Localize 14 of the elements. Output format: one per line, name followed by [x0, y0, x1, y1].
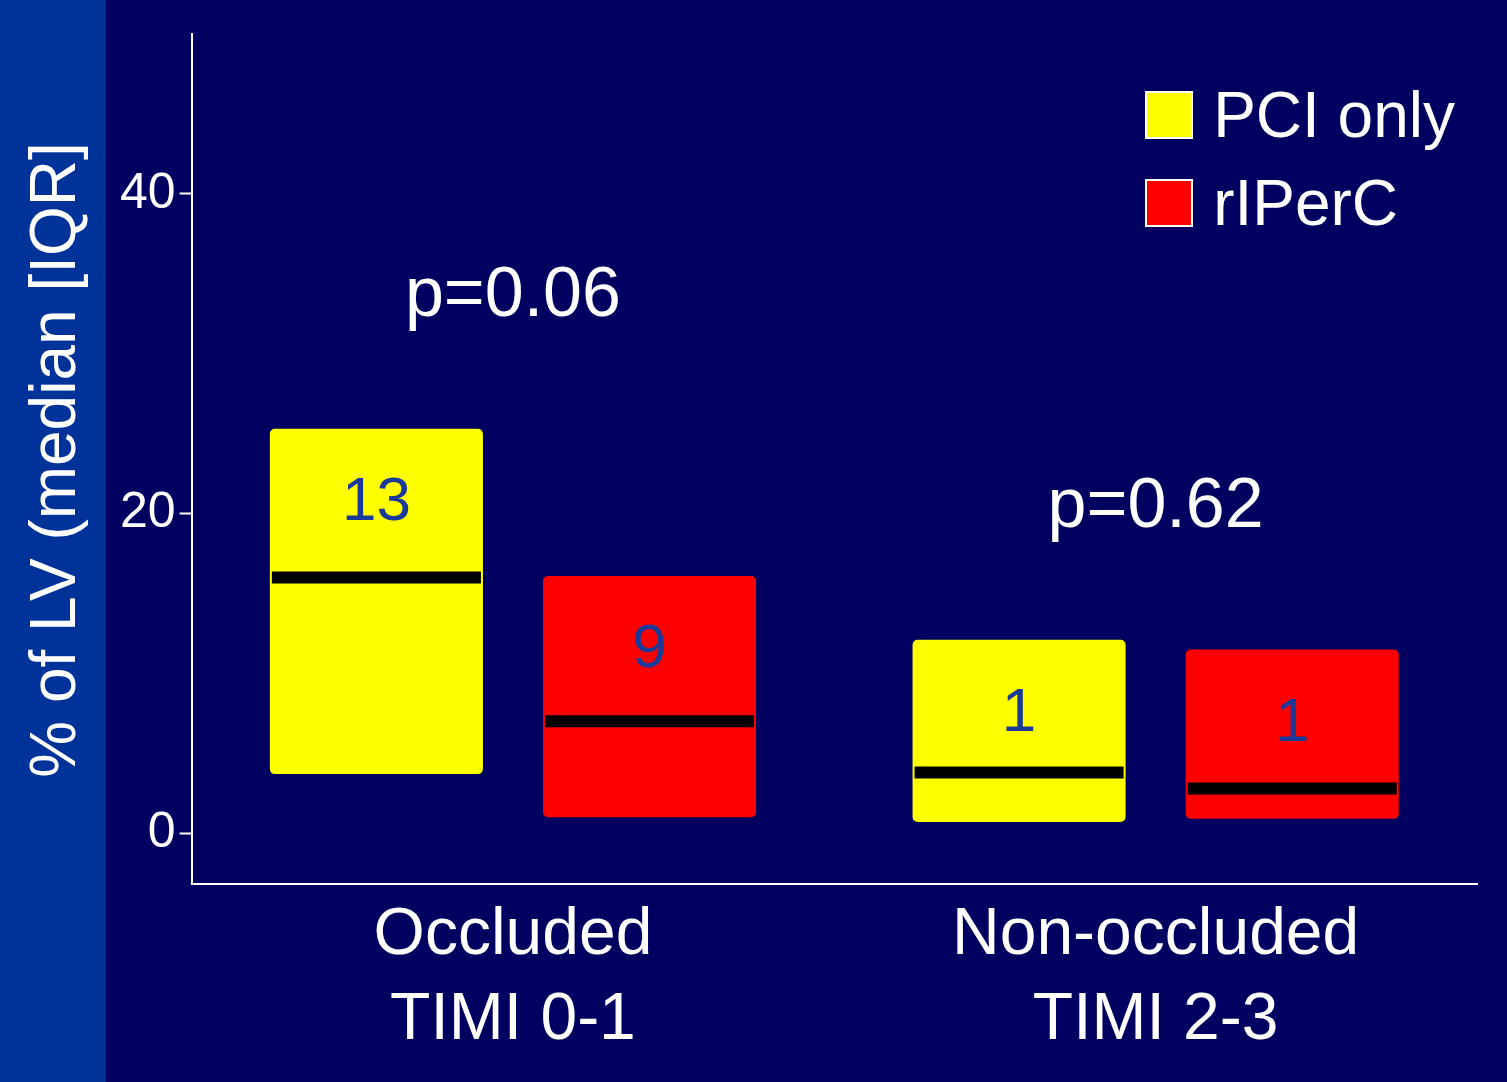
- y-tick-label: 20: [119, 482, 176, 539]
- x-tick-label: Occluded TIMI 0-1: [373, 893, 653, 1054]
- text: 1: [1001, 674, 1037, 744]
- text: 9: [632, 610, 667, 680]
- y-axis-title: % of LV (median [IQR]: [16, 142, 90, 778]
- text: 1: [1274, 684, 1310, 754]
- legend-label: rIPerC: [1213, 166, 1399, 240]
- annotation: p=0.06: [404, 253, 621, 332]
- x-tick-label: Non-occluded TIMI 2-3: [952, 893, 1360, 1054]
- legend-label: PCI only: [1213, 78, 1455, 152]
- annotation: p=0.62: [1047, 464, 1264, 543]
- y-tick-label: 40: [119, 162, 176, 219]
- y-tick-label: 0: [147, 802, 176, 859]
- text: 13: [341, 463, 411, 533]
